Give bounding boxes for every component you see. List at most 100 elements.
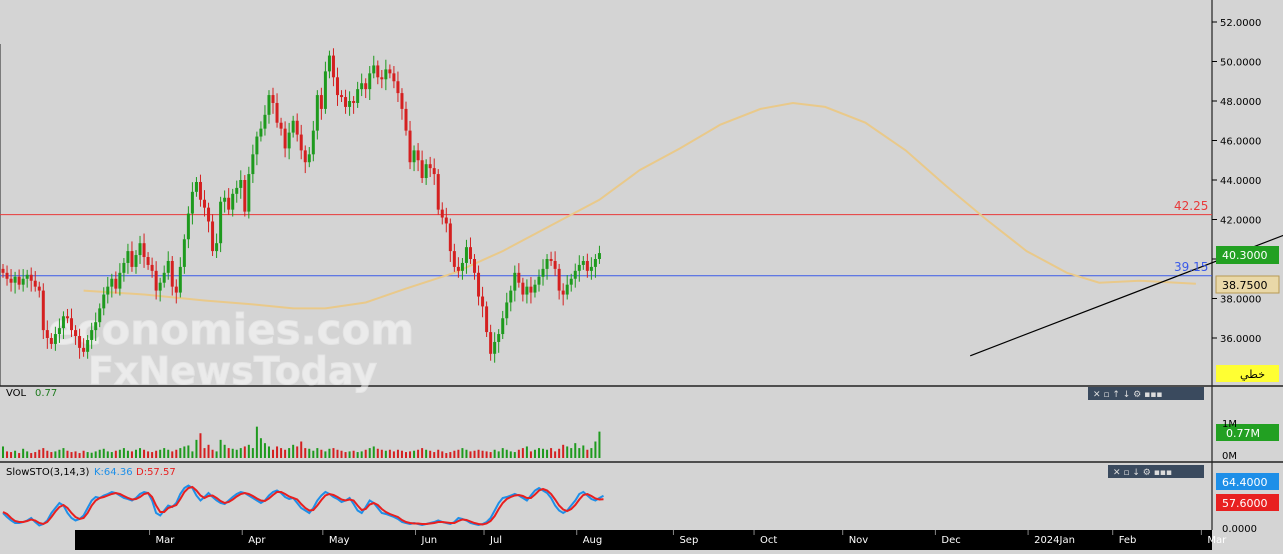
volume-bar: [441, 451, 444, 458]
candle-body: [497, 334, 501, 342]
volume-panel: [2, 426, 601, 458]
close-icon[interactable]: ✕ ▫ ↑ ↓ ⚙ ▪▪▪: [1093, 390, 1162, 400]
candle-body: [473, 259, 477, 273]
volume-bar: [336, 449, 339, 458]
candle-body: [569, 278, 573, 285]
volume-bar: [139, 448, 142, 458]
candle-body: [521, 282, 525, 295]
volume-bar: [231, 448, 234, 458]
candle-body: [174, 286, 178, 293]
volume-bar: [86, 452, 89, 458]
volume-bar: [425, 449, 428, 458]
candle-body: [505, 302, 509, 319]
volume-bar: [122, 448, 125, 458]
candle-body: [545, 259, 549, 269]
volume-tick-0m: 0M: [1222, 451, 1237, 462]
candle-body: [70, 318, 74, 331]
candle-body: [25, 274, 29, 279]
candle-body: [577, 264, 581, 271]
candle-body: [130, 251, 134, 267]
x-tick-label: Nov: [849, 535, 869, 546]
volume-value: 0.77: [35, 388, 57, 399]
volume-bar: [114, 450, 117, 458]
volume-bar: [6, 451, 9, 458]
volume-bar: [58, 449, 61, 458]
volume-toolbar[interactable]: ✕ ▫ ↑ ↓ ⚙ ▪▪▪: [1088, 387, 1204, 400]
volume-bar: [215, 451, 218, 458]
candle-body: [368, 73, 372, 90]
candle-body: [589, 266, 593, 271]
x-tick-label: Mar: [156, 535, 176, 546]
volume-bar: [550, 448, 553, 458]
volume-bar: [437, 449, 440, 458]
volume-bar: [94, 451, 97, 458]
volume-bar: [239, 448, 242, 458]
volume-bar: [481, 450, 484, 458]
volume-bar: [360, 451, 363, 458]
candle-body: [319, 95, 323, 109]
volume-bar: [417, 449, 420, 458]
candle-body: [311, 130, 315, 155]
volume-bar: [501, 448, 504, 458]
volume-bar: [388, 449, 391, 458]
candle-body: [219, 201, 223, 244]
volume-bar: [34, 452, 37, 458]
volume-bar: [276, 446, 279, 458]
candle-body: [456, 266, 460, 271]
candle-body: [239, 180, 243, 188]
candle-body: [102, 294, 106, 309]
y-tick-label: 50.0000: [1220, 58, 1261, 69]
sto-d-line: [2, 485, 604, 526]
candle-body: [493, 341, 497, 354]
volume-bar: [513, 452, 516, 458]
volume-bar: [151, 452, 154, 458]
candle-body: [227, 197, 231, 210]
volume-bar: [235, 449, 238, 458]
candle-body: [114, 278, 118, 289]
volume-bar: [405, 452, 407, 458]
x-tick-label: Feb: [1119, 535, 1137, 546]
volume-bar: [70, 452, 73, 458]
volume-bar: [2, 446, 4, 458]
volume-bar: [400, 450, 403, 458]
volume-bar: [384, 450, 387, 458]
ma-value-badge: [1215, 275, 1280, 294]
last-volume-text: 0.77M: [1226, 427, 1260, 440]
k-last-text: 64.4000: [1222, 476, 1268, 489]
price-panel: [0, 48, 1283, 363]
candle-body: [74, 330, 78, 337]
candle-body: [380, 77, 384, 80]
candle-body: [247, 174, 251, 212]
volume-bar: [223, 444, 226, 458]
candle-body: [448, 223, 452, 252]
candle-body: [194, 181, 198, 192]
stochastic-toolbar[interactable]: ✕ ▫ ↓ ⚙ ▪▪▪: [1108, 465, 1204, 478]
candle-body: [211, 221, 215, 252]
volume-bar: [46, 450, 49, 458]
indicator-badge[interactable]: [1216, 365, 1279, 382]
candle-body: [356, 89, 360, 103]
volume-bar: [525, 446, 528, 458]
volume-bar: [465, 449, 468, 458]
volume-bar: [26, 451, 29, 458]
candle-body: [392, 73, 396, 82]
x-tick-label: Jun: [421, 535, 438, 546]
volume-bar: [243, 446, 246, 458]
candle-body: [283, 128, 287, 149]
volume-bar: [433, 452, 436, 458]
volume-bar: [546, 449, 549, 458]
candle-body: [468, 247, 472, 259]
candle-body: [388, 69, 392, 74]
volume-bar: [308, 448, 311, 458]
volume-bar: [155, 450, 158, 458]
candle-body: [364, 83, 368, 90]
volume-bar: [179, 448, 182, 458]
stochastic-panel: [2, 484, 604, 527]
candle-body: [428, 164, 432, 169]
close-icon[interactable]: ✕ ▫ ↓ ⚙ ▪▪▪: [1113, 468, 1172, 478]
volume-bar: [255, 426, 258, 458]
volume-bar: [78, 453, 81, 458]
volume-bar: [594, 441, 597, 458]
last-price-badge: [1216, 246, 1279, 264]
candle-body: [323, 71, 327, 109]
